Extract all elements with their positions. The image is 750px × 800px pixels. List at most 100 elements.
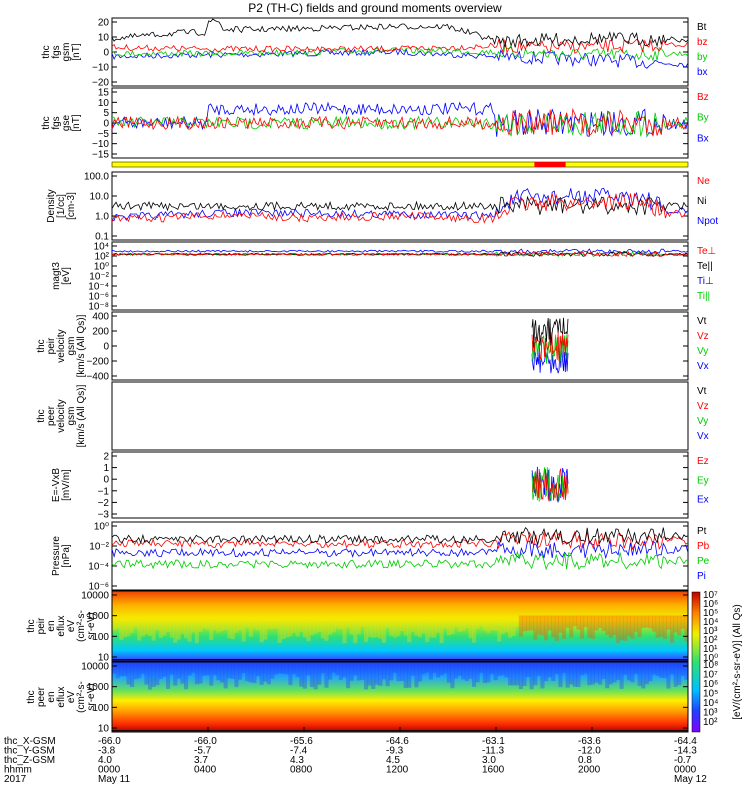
- mode-bar-segment: [534, 162, 566, 167]
- panel-peir_eflux: 10000 1000 100 10 thc peir en eflux eV (cm²-s-sr-…: [26, 590, 689, 664]
- spectrogram-bin: [680, 615, 685, 629]
- spectrogram-bin: [500, 662, 505, 676]
- spectrogram-bin: [626, 615, 631, 637]
- spectrogram-bin: [220, 615, 225, 632]
- footer-value: -11.3: [482, 746, 504, 757]
- spectrogram-bin: [598, 662, 603, 685]
- footer-value: -14.3: [674, 746, 697, 757]
- y-axis-label: eflux: [56, 615, 67, 636]
- footer-value: -3.8: [98, 746, 116, 757]
- spectrogram-bin: [580, 615, 585, 639]
- legend-Ni: Ni: [697, 196, 706, 207]
- spectrogram-bin: [230, 662, 235, 679]
- footer-value: -63.6: [578, 736, 601, 747]
- spectrogram-bin: [245, 662, 250, 682]
- legend-By: By: [697, 113, 709, 124]
- spectrogram-bin: [680, 662, 685, 676]
- spectrogram-bin: [428, 662, 433, 680]
- spectrogram-bin: [547, 615, 552, 631]
- spectrogram-bin: [346, 615, 351, 628]
- spectrogram-bin: [425, 662, 430, 673]
- spectrogram-bin: [634, 615, 639, 632]
- spectrogram-bin: [187, 615, 192, 642]
- colorbar-label: [eV/(cm²-s-sr-eV)] (All Qs): [732, 604, 743, 720]
- spectrogram-bin: [223, 662, 228, 689]
- spectrogram-bin: [677, 615, 682, 636]
- spectrogram-bin: [281, 615, 286, 640]
- y-axis-label: (cm²-s-: [76, 610, 87, 642]
- spectrogram-bin: [522, 615, 527, 632]
- spectrogram-bin: [612, 662, 617, 683]
- y-axis-label: gsm: [61, 43, 72, 62]
- spectrogram-bin: [418, 662, 423, 682]
- y-axis-label: thc: [41, 116, 52, 129]
- spectrogram-bin: [605, 615, 610, 635]
- spectrogram-bin: [544, 615, 549, 641]
- panel-frame: [111, 311, 689, 381]
- panel-frame: [111, 590, 689, 662]
- y-tick-label: 10: [98, 724, 110, 735]
- spectrogram-bin: [482, 615, 487, 631]
- spectrogram-bin: [432, 662, 437, 673]
- spectrogram-bin: [677, 662, 682, 686]
- spectrogram-bin: [374, 662, 379, 685]
- spectrogram-bin: [324, 662, 329, 688]
- colorbar-tick-label: 10²: [703, 717, 718, 728]
- footer-value: 1600: [482, 765, 505, 776]
- spectrogram-bin: [133, 615, 138, 628]
- spectrogram-bin: [590, 662, 595, 685]
- spectrogram-bin: [565, 662, 570, 688]
- spectrogram-bin: [407, 615, 412, 643]
- spectrogram-bin: [245, 615, 250, 628]
- spectrogram-bin: [630, 615, 635, 639]
- spectrogram-bin: [202, 662, 207, 676]
- spectrogram-bin: [212, 615, 217, 631]
- spectrogram-bin: [500, 615, 505, 634]
- panel-efield: 210−1−2−3 E=-VxB [mV/m] Ez Ey Ex: [51, 451, 709, 521]
- panel-frame: [111, 381, 689, 451]
- spectrogram-bin: [425, 615, 430, 643]
- y-tick-label: 0: [103, 119, 109, 130]
- spectrogram-bin: [274, 662, 279, 675]
- legend-bz: bz: [697, 37, 708, 48]
- spectrogram-bin: [623, 615, 628, 641]
- panel-peer_eflux: 10000 1000 100 10 thc peer en eflux eV (cm²-s-sr-…: [26, 661, 689, 735]
- spectrogram-bin: [569, 662, 574, 685]
- spectrogram-bin: [306, 662, 311, 676]
- spectrogram-bin: [580, 662, 585, 676]
- spectrogram-bin: [238, 662, 243, 680]
- spectrogram-bin: [349, 662, 354, 681]
- footer-value: -66.0: [98, 736, 121, 747]
- panel-pressure: 10⁰ 10⁻² 10⁻⁴ 10⁻⁶ Pressure [nPa] Pt Pb Pe Pi: [51, 521, 710, 593]
- spectrogram-bin: [112, 615, 117, 631]
- spectrogram-bin: [414, 662, 419, 688]
- spectrogram-bin: [601, 662, 606, 680]
- y-tick-label: 10: [98, 98, 110, 109]
- spectrogram-bin: [508, 615, 513, 638]
- spectrogram-bin: [259, 615, 264, 643]
- legend-Ne: Ne: [697, 176, 710, 187]
- spectrogram-bin: [205, 662, 210, 676]
- spectrogram-bin: [644, 615, 649, 628]
- spectrogram-bin: [295, 615, 300, 637]
- footer-value: 2000: [578, 765, 601, 776]
- spectrogram-bin: [140, 615, 145, 637]
- spectrogram-bin: [644, 662, 649, 685]
- y-axis-label: [1/cc]: [56, 194, 67, 218]
- spectrogram-bin: [637, 662, 642, 686]
- footer-value: 0400: [194, 765, 217, 776]
- y-axis-label: [mV/m]: [61, 469, 72, 501]
- spectrogram-bin: [522, 662, 527, 686]
- spectrogram-bin: [281, 662, 286, 674]
- legend-Ti||: Ti||: [697, 291, 710, 302]
- series-line-Pb: [111, 530, 689, 551]
- spectrogram-bin: [450, 615, 455, 635]
- chart-title: P2 (TH-C) fields and ground moments over…: [248, 1, 502, 15]
- spectrogram-bin: [162, 615, 167, 636]
- spectrogram-bin: [277, 662, 282, 674]
- footer-value: -66.0: [194, 736, 217, 747]
- spectrogram-bin: [468, 615, 473, 639]
- spectrogram-bin: [130, 615, 135, 634]
- spectrogram-bin: [335, 615, 340, 629]
